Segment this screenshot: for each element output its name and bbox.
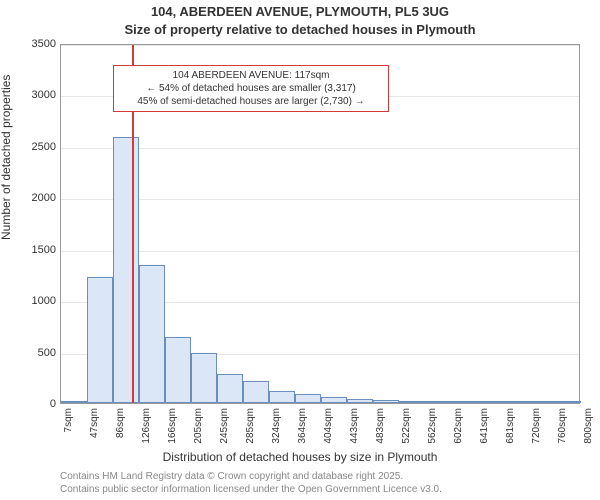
y-tick-label: 0 <box>50 398 56 410</box>
footer-line-2: Contains public sector information licen… <box>60 484 442 497</box>
histogram-bar <box>191 353 217 403</box>
property-size-histogram: 104, ABERDEEN AVENUE, PLYMOUTH, PL5 3UG … <box>0 0 600 500</box>
x-tick-label: 641sqm <box>479 408 490 444</box>
x-tick-label: 800sqm <box>583 408 594 444</box>
annotation-line: 45% of semi-detached houses are larger (… <box>120 95 382 108</box>
histogram-bar <box>113 137 139 403</box>
y-tick-label: 500 <box>38 347 56 359</box>
y-tick-label: 3000 <box>32 89 56 101</box>
annotation-line: 104 ABERDEEN AVENUE: 117sqm <box>120 69 382 82</box>
x-tick-label: 443sqm <box>349 408 360 444</box>
x-tick-label: 522sqm <box>401 408 412 444</box>
x-tick-label: 126sqm <box>141 408 152 444</box>
histogram-bar <box>451 401 477 403</box>
y-tick-label: 1000 <box>32 295 56 307</box>
histogram-bar <box>321 397 347 403</box>
histogram-bar <box>347 399 373 403</box>
histogram-bar <box>269 391 295 403</box>
x-tick-label: 324sqm <box>271 408 282 444</box>
histogram-bar <box>139 265 165 403</box>
chart-title-address: 104, ABERDEEN AVENUE, PLYMOUTH, PL5 3UG <box>0 4 600 19</box>
chart-subtitle: Size of property relative to detached ho… <box>0 22 600 37</box>
x-tick-label: 483sqm <box>375 408 386 444</box>
x-tick-label: 720sqm <box>531 408 542 444</box>
x-tick-label: 681sqm <box>505 408 516 444</box>
histogram-bar <box>555 401 581 403</box>
y-tick-label: 3500 <box>32 38 56 50</box>
plot-area: 104 ABERDEEN AVENUE: 117sqm← 54% of deta… <box>60 44 580 404</box>
histogram-bar <box>165 337 191 403</box>
gridline <box>61 45 579 46</box>
histogram-bar <box>295 394 321 403</box>
x-axis-label: Distribution of detached houses by size … <box>0 450 600 464</box>
histogram-bar <box>217 374 243 403</box>
histogram-bar <box>61 401 87 403</box>
x-tick-label: 47sqm <box>89 408 100 438</box>
annotation-line: ← 54% of detached houses are smaller (3,… <box>120 82 382 95</box>
y-axis-label: Number of detached properties <box>0 75 13 240</box>
histogram-bar <box>425 401 451 403</box>
footer-line-1: Contains HM Land Registry data © Crown c… <box>60 471 442 484</box>
histogram-bar <box>399 401 425 403</box>
x-tick-label: 166sqm <box>167 408 178 444</box>
x-tick-label: 404sqm <box>323 408 334 444</box>
histogram-bar <box>243 381 269 403</box>
annotation-callout: 104 ABERDEEN AVENUE: 117sqm← 54% of deta… <box>113 65 389 112</box>
x-tick-label: 364sqm <box>297 408 308 444</box>
x-tick-label: 86sqm <box>115 408 126 438</box>
y-tick-label: 2000 <box>32 192 56 204</box>
x-tick-label: 562sqm <box>427 408 438 444</box>
histogram-bar <box>503 401 529 403</box>
x-tick-label: 205sqm <box>193 408 204 444</box>
histogram-bar <box>87 277 113 404</box>
attribution-footer: Contains HM Land Registry data © Crown c… <box>60 471 442 496</box>
y-tick-label: 1500 <box>32 244 56 256</box>
x-tick-label: 285sqm <box>245 408 256 444</box>
y-tick-label: 2500 <box>32 141 56 153</box>
x-tick-label: 7sqm <box>63 408 74 432</box>
x-tick-label: 245sqm <box>219 408 230 444</box>
histogram-bar <box>477 401 503 403</box>
histogram-bar <box>373 400 399 403</box>
histogram-bar <box>529 401 555 403</box>
x-tick-label: 760sqm <box>557 408 568 444</box>
x-tick-label: 602sqm <box>453 408 464 444</box>
